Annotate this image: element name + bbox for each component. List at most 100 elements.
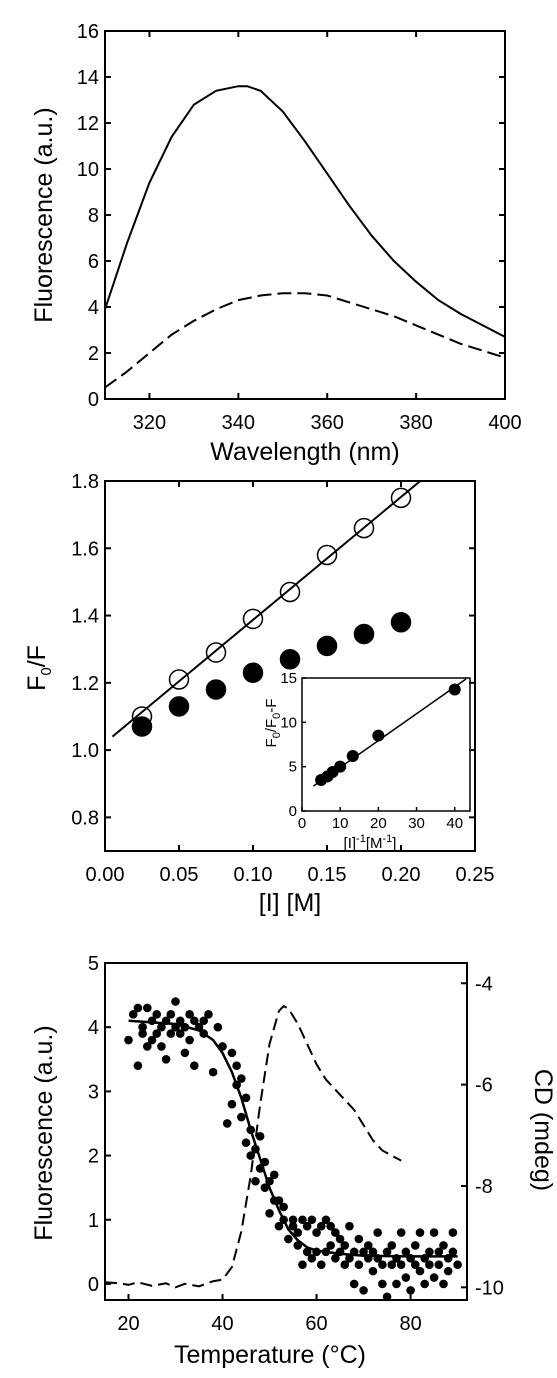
p2-open-point-6 — [353, 517, 375, 539]
p1-ytick-label-0: 0 — [88, 389, 99, 411]
p3-point-104 — [387, 1260, 397, 1269]
p3-point-87 — [349, 1279, 359, 1289]
p3-point-119 — [425, 1247, 434, 1257]
inset-x-sup-2: -1 — [383, 833, 393, 845]
p2-filled-point-1 — [168, 696, 190, 717]
p3-point-128 — [443, 1266, 453, 1276]
p3-point-32 — [208, 1067, 218, 1077]
p3-point-82 — [335, 1234, 345, 1244]
p3-point-68 — [302, 1221, 312, 1231]
p1-ytick-label-5: 10 — [77, 159, 99, 181]
p3-point-80 — [331, 1228, 340, 1237]
inset-ytick-label-0: 0 — [289, 803, 297, 820]
p3-point-64 — [293, 1228, 303, 1237]
p2-xtick-label-0: 0.00 — [86, 864, 125, 886]
panel-1-x-axis-label: Wavelength (nm) — [210, 438, 399, 466]
p3-point-33 — [213, 1022, 223, 1032]
p3-point-70 — [307, 1215, 317, 1225]
inset-x-unit-open: [M — [366, 835, 383, 852]
panel-1-y-axis-label: Fluorescence (a.u.) — [30, 107, 58, 322]
p3-ytick-label-5: 5 — [88, 953, 99, 975]
p3-point-96 — [368, 1247, 378, 1257]
p3-point-36 — [227, 1048, 237, 1058]
inset-xtick-label-2: 20 — [370, 815, 387, 832]
p1-ytick-label-3: 6 — [88, 251, 99, 273]
p3-point-131 — [453, 1260, 462, 1269]
p3-point-83 — [340, 1260, 350, 1269]
p3-point-130 — [448, 1228, 458, 1237]
inset-ytick-label-1: 5 — [289, 759, 297, 776]
p3-point-89 — [354, 1260, 364, 1269]
p3-point-27 — [190, 1061, 199, 1071]
inset-x-axis-label: [I]-1[M-1] — [344, 833, 397, 852]
panel-2-frame — [104, 480, 476, 852]
inset-x-unit-close: ] — [392, 835, 396, 852]
p3-point-78 — [326, 1221, 335, 1231]
panel-1-frame — [104, 30, 506, 400]
p3-point-60 — [284, 1234, 293, 1244]
panel-3-cd-curve — [104, 1004, 402, 1289]
p3-point-99 — [378, 1279, 387, 1289]
panel-3-thermal-unfolding: 0 1 2 3 4 5 -4 -6 -8 -10 20 40 60 80 Temperature (°… — [30, 953, 557, 1369]
p3-point-66 — [298, 1215, 307, 1225]
p3-point-101 — [382, 1247, 392, 1257]
p3-point-61 — [288, 1221, 298, 1231]
inset-point-4 — [346, 750, 359, 763]
panel-3-y-axis-label: Fluorescence (a.u.) — [30, 1025, 58, 1240]
p3-point-57 — [274, 1221, 284, 1231]
p3-point-95 — [368, 1266, 378, 1276]
p3-point-125 — [439, 1241, 448, 1250]
p3-point-20 — [175, 1029, 185, 1038]
panel-2-y-ticks: 0.8 1.0 1.2 1.4 1.6 1.8 — [71, 471, 475, 829]
p3-point-72 — [312, 1228, 321, 1237]
p3-point-77 — [326, 1241, 335, 1250]
p3-point-40 — [237, 1112, 246, 1122]
p3-point-11 — [152, 1010, 162, 1019]
inset-xtick-label-1: 10 — [332, 815, 349, 832]
p3-point-2 — [133, 1061, 143, 1071]
p3-point-53 — [265, 1209, 274, 1218]
inset-points — [315, 683, 461, 786]
p2-ytick-label-0: 0.8 — [71, 807, 99, 829]
p3-ytick-label-0: 0 — [88, 1274, 99, 1296]
p2-open-point-7 — [390, 487, 412, 509]
p3-fit-line — [128, 1019, 458, 1258]
p2-open-point-4 — [279, 581, 301, 603]
p3-point-100 — [378, 1260, 387, 1269]
panel-2-stern-volmer: 0.81.01.21.41.61.8 0.00 0.05 0.10 0.15 0.20 0… — [23, 471, 494, 917]
p1-ytick-label-6: 12 — [77, 113, 99, 135]
p1-xtick-label-1: 340 — [222, 412, 255, 434]
p3-point-37 — [227, 1099, 237, 1109]
p3-point-21 — [175, 1016, 185, 1026]
p3-y2tick-label-0: -4 — [475, 973, 493, 995]
p2-ytick-label-3: 1.4 — [71, 606, 99, 628]
panel-3-y-ticks: 0 1 2 3 4 5 — [88, 953, 111, 1296]
panel-3-frame — [104, 962, 468, 1301]
inset-x-sup-1: -1 — [356, 833, 366, 845]
p3-point-92 — [359, 1286, 368, 1295]
p3-xtick-label-3: 80 — [399, 1313, 421, 1335]
p3-point-30 — [199, 1016, 209, 1026]
p2-open-point-5 — [316, 544, 338, 566]
p2-xtick-label-5: 0.25 — [456, 864, 495, 886]
p3-ytick-label-2: 2 — [88, 1146, 99, 1168]
p3-point-122 — [429, 1273, 439, 1282]
p3-y2tick-label-2: -8 — [475, 1176, 493, 1198]
p1-ytick-label-1: 2 — [88, 343, 99, 365]
p3-point-13 — [157, 1042, 166, 1051]
p2-open-point-3 — [242, 608, 264, 630]
p3-point-10 — [152, 1029, 162, 1038]
p3-point-120 — [425, 1260, 434, 1269]
p3-point-113 — [410, 1241, 420, 1250]
p3-point-25 — [185, 1035, 194, 1045]
p2-fit-line — [111, 480, 421, 738]
inset-point-3 — [334, 760, 347, 773]
p3-point-35 — [222, 1119, 232, 1128]
p3-point-44 — [246, 1151, 256, 1160]
p3-point-67 — [302, 1247, 312, 1257]
p1-ytick-label-7: 14 — [77, 67, 99, 89]
p3-point-43 — [241, 1093, 251, 1103]
panel-2-y-axis-subscript: 0 — [38, 667, 55, 675]
p3-point-126 — [439, 1279, 448, 1289]
